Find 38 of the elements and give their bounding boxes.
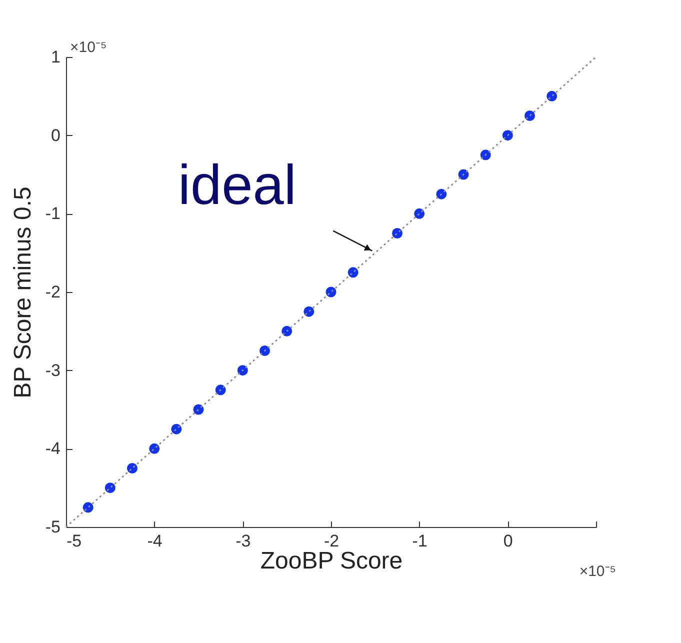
point bbox=[480, 150, 491, 160]
x-tick-label: -4 bbox=[147, 532, 162, 550]
x-tick-label: 0 bbox=[503, 532, 513, 550]
x-tick-label: -5 bbox=[66, 532, 82, 550]
point bbox=[414, 208, 425, 219]
x-tick-label: -3 bbox=[236, 532, 251, 550]
point bbox=[193, 404, 204, 415]
y-axis-title: BP Score minus 0.5 bbox=[9, 186, 36, 398]
text: ×10⁻⁵ bbox=[70, 39, 107, 56]
point bbox=[215, 384, 226, 396]
point bbox=[546, 90, 558, 102]
y-tick-label: -5 bbox=[45, 518, 60, 536]
x-axis-title: ZooBP Score bbox=[260, 548, 403, 574]
point bbox=[436, 188, 447, 200]
text: ×10⁻⁵ bbox=[579, 563, 616, 580]
x-tick-label: -1 bbox=[412, 532, 428, 550]
point bbox=[82, 502, 94, 513]
point bbox=[104, 482, 116, 494]
point bbox=[282, 326, 292, 336]
y-tick-label: 0 bbox=[51, 126, 60, 145]
y-tick-label: -3 bbox=[45, 360, 60, 380]
point bbox=[304, 306, 314, 317]
y-tick-label: -2 bbox=[45, 282, 60, 302]
x-tick-label: -2 bbox=[324, 532, 340, 550]
point bbox=[171, 424, 182, 434]
y-tick-label: -4 bbox=[45, 439, 60, 458]
point bbox=[348, 267, 358, 278]
annotation: ideal bbox=[178, 152, 296, 216]
point bbox=[392, 228, 402, 238]
y-tick-label: 1 bbox=[51, 48, 60, 66]
point bbox=[127, 463, 138, 474]
point bbox=[524, 110, 535, 121]
point bbox=[260, 346, 270, 356]
point bbox=[149, 443, 160, 454]
y-tick-label: -1 bbox=[45, 204, 60, 224]
point bbox=[326, 286, 336, 298]
point bbox=[237, 365, 248, 376]
point bbox=[502, 130, 513, 141]
